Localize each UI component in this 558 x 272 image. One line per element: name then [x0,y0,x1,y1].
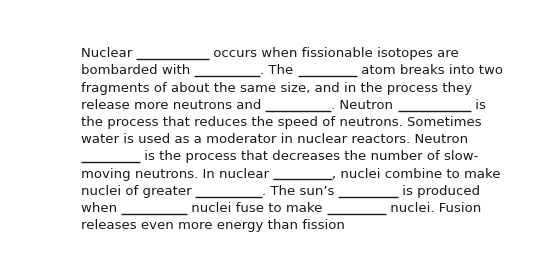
Text: water is used as a moderator in nuclear reactors. Neutron: water is used as a moderator in nuclear … [80,133,468,146]
Text: ___________: ___________ [398,99,470,112]
Text: ___________: ___________ [136,47,209,60]
Text: _________: _________ [80,150,140,163]
Text: fragments of about the same size, and in the process they: fragments of about the same size, and in… [80,82,472,95]
Text: is: is [470,99,485,112]
Text: bombarded with: bombarded with [80,64,194,78]
Text: . The sun’s: . The sun’s [262,185,338,198]
Text: nuclei fuse to make: nuclei fuse to make [187,202,327,215]
Text: __________: __________ [195,185,262,198]
Text: moving neutrons. In nuclear: moving neutrons. In nuclear [80,168,273,181]
Text: __________: __________ [265,99,331,112]
Text: the process that reduces the speed of neutrons. Sometimes: the process that reduces the speed of ne… [80,116,481,129]
Text: , nuclei combine to make: , nuclei combine to make [333,168,501,181]
Text: nuclei. Fusion: nuclei. Fusion [387,202,482,215]
Text: when: when [80,202,121,215]
Text: atom breaks into two: atom breaks into two [358,64,503,78]
Text: release more neutrons and: release more neutrons and [80,99,265,112]
Text: _________: _________ [327,202,387,215]
Text: is produced: is produced [398,185,480,198]
Text: _________: _________ [338,185,398,198]
Text: occurs when fissionable isotopes are: occurs when fissionable isotopes are [209,47,459,60]
Text: __________: __________ [194,64,261,78]
Text: . The: . The [261,64,298,78]
Text: . Neutron: . Neutron [331,99,398,112]
Text: _________: _________ [298,64,358,78]
Text: Nuclear: Nuclear [80,47,136,60]
Text: _________: _________ [273,168,333,181]
Text: __________: __________ [121,202,187,215]
Text: is the process that decreases the number of slow-: is the process that decreases the number… [140,150,479,163]
Text: releases even more energy than fission: releases even more energy than fission [80,219,344,232]
Text: nuclei of greater: nuclei of greater [80,185,195,198]
